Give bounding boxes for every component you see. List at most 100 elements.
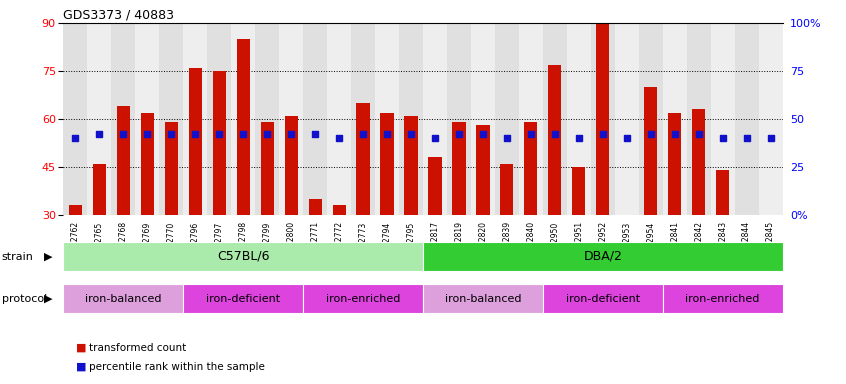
- Point: [189, 131, 202, 137]
- Bar: [159, 23, 184, 215]
- Bar: [716, 170, 729, 215]
- Bar: [399, 23, 423, 215]
- Bar: [639, 23, 662, 215]
- Point: [261, 131, 274, 137]
- Point: [428, 135, 442, 141]
- Bar: [112, 23, 135, 215]
- Bar: [381, 113, 393, 215]
- Point: [284, 131, 298, 137]
- Point: [332, 135, 346, 141]
- Text: transformed count: transformed count: [89, 343, 186, 353]
- Bar: [279, 23, 303, 215]
- Bar: [668, 113, 681, 215]
- Bar: [734, 23, 759, 215]
- Bar: [237, 39, 250, 215]
- Bar: [543, 23, 567, 215]
- Bar: [309, 199, 321, 215]
- Bar: [327, 23, 351, 215]
- Bar: [351, 23, 375, 215]
- Bar: [711, 23, 734, 215]
- Bar: [165, 122, 178, 215]
- Bar: [356, 103, 370, 215]
- Bar: [207, 23, 231, 215]
- Bar: [428, 157, 442, 215]
- Point: [69, 135, 82, 141]
- Text: protocol: protocol: [2, 294, 47, 304]
- Bar: [332, 205, 346, 215]
- Bar: [184, 284, 303, 313]
- Bar: [591, 23, 615, 215]
- Bar: [662, 23, 687, 215]
- Point: [644, 131, 657, 137]
- Text: ■: ■: [76, 362, 86, 372]
- Bar: [548, 65, 562, 215]
- Point: [117, 131, 130, 137]
- Text: ▶: ▶: [44, 294, 52, 304]
- Bar: [255, 23, 279, 215]
- Bar: [759, 23, 783, 215]
- Bar: [63, 23, 87, 215]
- Bar: [423, 23, 447, 215]
- Text: ■: ■: [76, 343, 86, 353]
- Point: [692, 131, 706, 137]
- Bar: [303, 284, 423, 313]
- Point: [716, 135, 729, 141]
- Bar: [117, 106, 130, 215]
- Bar: [692, 109, 706, 215]
- Bar: [189, 68, 202, 215]
- Bar: [63, 242, 423, 271]
- Bar: [543, 284, 662, 313]
- Point: [164, 131, 178, 137]
- Bar: [375, 23, 399, 215]
- Bar: [231, 23, 255, 215]
- Point: [739, 135, 753, 141]
- Bar: [87, 23, 112, 215]
- Text: ▶: ▶: [44, 252, 52, 262]
- Bar: [596, 20, 609, 215]
- Bar: [495, 23, 519, 215]
- Bar: [615, 23, 639, 215]
- Bar: [184, 23, 207, 215]
- Text: iron-enriched: iron-enriched: [685, 293, 760, 304]
- Bar: [303, 23, 327, 215]
- Point: [404, 131, 418, 137]
- Bar: [261, 122, 274, 215]
- Point: [92, 131, 106, 137]
- Bar: [644, 87, 657, 215]
- Point: [236, 131, 250, 137]
- Text: iron-deficient: iron-deficient: [206, 293, 280, 304]
- Text: iron-balanced: iron-balanced: [445, 293, 521, 304]
- Bar: [212, 71, 226, 215]
- Bar: [404, 116, 418, 215]
- Point: [667, 131, 681, 137]
- Point: [620, 135, 634, 141]
- Bar: [453, 122, 465, 215]
- Bar: [423, 242, 783, 271]
- Text: strain: strain: [2, 252, 34, 262]
- Text: iron-deficient: iron-deficient: [566, 293, 640, 304]
- Text: iron-enriched: iron-enriched: [326, 293, 400, 304]
- Bar: [471, 23, 495, 215]
- Text: iron-balanced: iron-balanced: [85, 293, 162, 304]
- Text: DBA/2: DBA/2: [584, 250, 622, 263]
- Bar: [423, 284, 543, 313]
- Bar: [447, 23, 471, 215]
- Bar: [525, 122, 537, 215]
- Point: [764, 135, 777, 141]
- Text: C57BL/6: C57BL/6: [217, 250, 270, 263]
- Bar: [93, 164, 106, 215]
- Bar: [63, 284, 184, 313]
- Point: [476, 131, 490, 137]
- Point: [380, 131, 393, 137]
- Point: [308, 131, 321, 137]
- Bar: [572, 167, 585, 215]
- Bar: [135, 23, 159, 215]
- Point: [212, 131, 226, 137]
- Point: [524, 131, 537, 137]
- Bar: [662, 284, 783, 313]
- Point: [572, 135, 585, 141]
- Point: [500, 135, 514, 141]
- Text: GDS3373 / 40883: GDS3373 / 40883: [63, 9, 174, 22]
- Text: percentile rank within the sample: percentile rank within the sample: [89, 362, 265, 372]
- Bar: [519, 23, 543, 215]
